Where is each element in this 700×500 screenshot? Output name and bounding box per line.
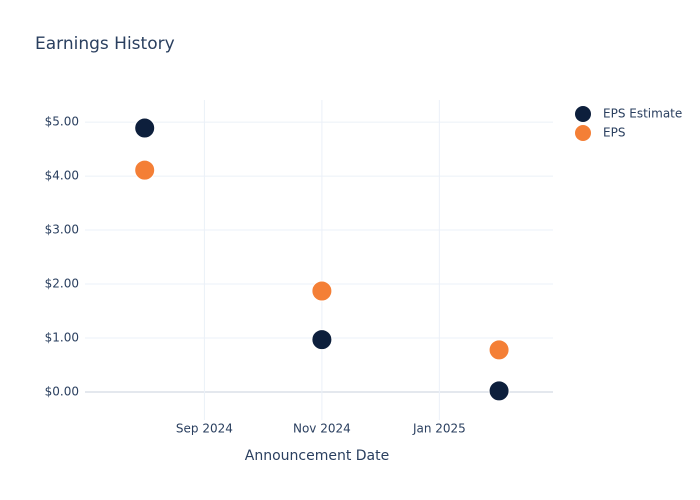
data-point (134, 159, 156, 181)
data-point (134, 117, 156, 139)
legend-label: EPS Estimate (603, 107, 682, 121)
data-point (488, 339, 510, 361)
y-tick-label: $2.00 (45, 277, 79, 291)
chart-title: Earnings History (35, 34, 175, 54)
y-tick-label: $3.00 (45, 223, 79, 237)
data-point (311, 329, 333, 351)
legend-marker (575, 106, 591, 122)
x-tick-label: Sep 2024 (176, 422, 233, 436)
legend-marker (575, 125, 591, 141)
y-tick-label: $4.00 (45, 169, 79, 183)
x-tick-label: Nov 2024 (293, 422, 351, 436)
y-tick-label: $5.00 (45, 115, 79, 129)
y-tick-label: $1.00 (45, 330, 79, 344)
y-tick-label: $0.00 (45, 384, 79, 398)
legend-label: EPS (603, 126, 625, 140)
x-tick-label: Jan 2025 (412, 422, 466, 436)
data-point (488, 380, 510, 402)
x-axis-title: Announcement Date (245, 448, 389, 464)
data-point (311, 280, 333, 302)
